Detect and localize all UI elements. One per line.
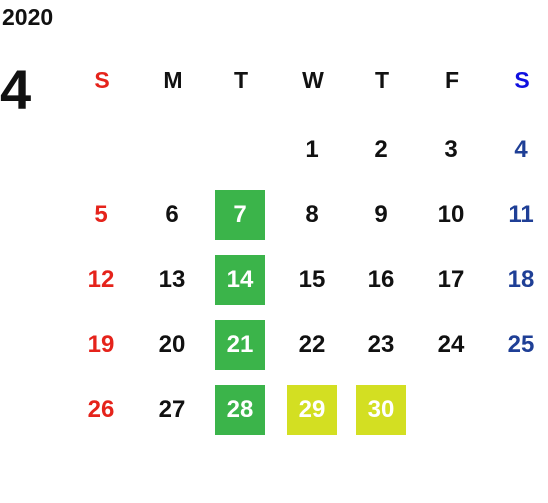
weekday-label: W	[302, 66, 324, 93]
day-cell[interactable]: 20	[158, 331, 186, 358]
day-cell[interactable]: 2	[374, 136, 388, 163]
day-cell[interactable]: 27	[158, 396, 186, 423]
day-cell[interactable]: 14	[215, 255, 265, 305]
year: 2020	[2, 4, 54, 30]
day-cell[interactable]: 9	[374, 201, 388, 228]
day-cell[interactable]: 24	[437, 331, 465, 358]
day-cell[interactable]: 18	[507, 266, 535, 293]
weekday-label: S	[514, 66, 530, 93]
day-cell[interactable]: 23	[367, 331, 395, 358]
day-cell[interactable]: 4	[514, 136, 528, 163]
day-cell[interactable]: 19	[87, 331, 115, 358]
month: 4	[0, 58, 32, 121]
day-cell[interactable]: 6	[165, 201, 179, 228]
day-cell[interactable]: 11	[508, 201, 534, 228]
weekday-label: F	[444, 66, 460, 93]
day-cell[interactable]: 25	[507, 331, 535, 358]
weekday-label: T	[233, 66, 249, 93]
weekday-label: T	[374, 66, 390, 93]
day-cell[interactable]: 12	[87, 266, 115, 293]
day-cell[interactable]: 8	[305, 201, 319, 228]
day-cell[interactable]: 16	[367, 266, 395, 293]
day-cell[interactable]: 22	[298, 331, 326, 358]
day-cell[interactable]: 28	[215, 385, 265, 435]
day-cell[interactable]: 29	[287, 385, 337, 435]
day-cell[interactable]: 17	[437, 266, 465, 293]
day-cell[interactable]: 21	[215, 320, 265, 370]
day-cell[interactable]: 1	[305, 136, 319, 163]
day-cell[interactable]: 5	[94, 201, 108, 228]
day-cell[interactable]: 30	[356, 385, 406, 435]
day-cell[interactable]: 13	[158, 266, 186, 293]
weekday-label: S	[94, 66, 110, 93]
day-cell[interactable]: 3	[444, 136, 458, 163]
weekday-label: M	[163, 66, 183, 93]
day-cell[interactable]: 7	[215, 190, 265, 240]
day-cell[interactable]: 10	[437, 201, 465, 228]
day-cell[interactable]: 15	[298, 266, 326, 293]
day-cell[interactable]: 26	[87, 396, 115, 423]
